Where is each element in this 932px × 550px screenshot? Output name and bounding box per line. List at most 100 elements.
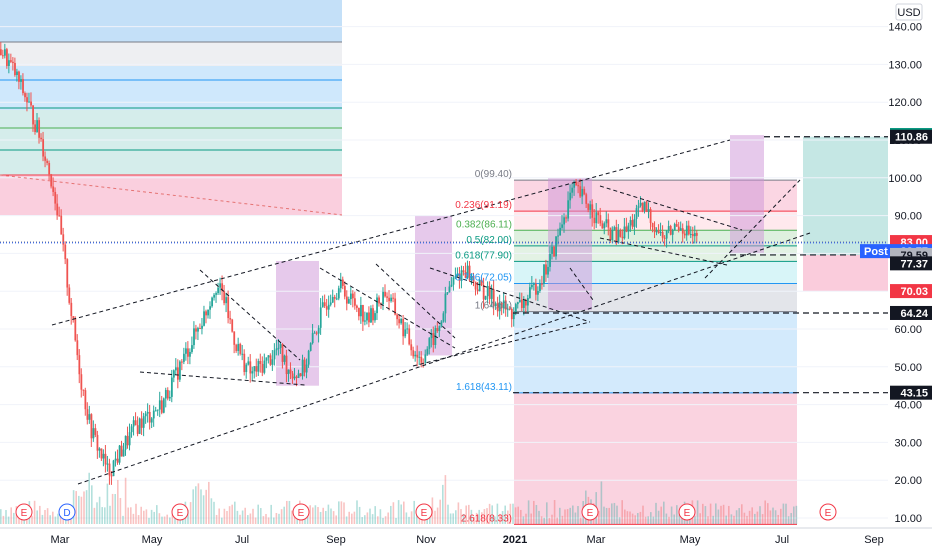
volume-bar [559, 507, 561, 524]
volume-bar [624, 509, 626, 524]
event-marker[interactable]: E [678, 503, 696, 521]
event-marker[interactable]: E [171, 503, 189, 521]
volume-bar [228, 506, 231, 524]
volume-bar [525, 513, 527, 524]
volume-bar [613, 502, 616, 524]
volume-bar [631, 513, 634, 524]
candle-body [408, 328, 411, 345]
candle-body [400, 318, 403, 324]
candle-body [410, 344, 413, 351]
candle-body [12, 61, 14, 63]
candle-body [488, 285, 491, 299]
candle-body [539, 283, 541, 292]
candle-body [269, 355, 272, 365]
volume-bar [270, 504, 272, 524]
candle-body [480, 279, 483, 286]
volume-bar [470, 509, 473, 524]
x-tick-label: May [680, 534, 701, 546]
price-axis[interactable]: 10.0020.0030.0040.0050.0060.0070.0080.00… [860, 0, 932, 528]
candle-body [691, 233, 694, 237]
event-marker[interactable]: E [415, 503, 433, 521]
candle-body [56, 203, 59, 216]
volume-bar [106, 483, 109, 524]
time-axis[interactable]: Mar May Jul Sep Nov 2021 Mar May Jul Sep [0, 527, 932, 546]
candle-body [533, 283, 535, 285]
candle-body [96, 434, 99, 451]
candle-body [24, 93, 26, 98]
volume-bar [330, 508, 332, 524]
candle-body [271, 359, 274, 365]
candle-body [6, 49, 8, 66]
volume-bar [475, 512, 478, 524]
candle-body [205, 311, 207, 316]
candle-body [402, 318, 405, 337]
volume-bar [283, 506, 285, 524]
candle-body [223, 291, 226, 304]
volume-bar [171, 510, 174, 524]
volume-bar [395, 517, 397, 524]
candle-body [261, 363, 264, 373]
volume-bar [135, 503, 137, 524]
candle-body [587, 203, 590, 210]
event-marker[interactable]: E [581, 503, 599, 521]
volume-bar [756, 511, 759, 524]
candle-body [374, 313, 376, 321]
volume-bar [338, 501, 340, 524]
volume-bar [218, 508, 220, 524]
volume-bar [579, 517, 582, 524]
candle-body [335, 298, 338, 300]
event-marker[interactable]: E [819, 503, 837, 521]
volume-bar [387, 512, 389, 524]
volume-bar [309, 505, 311, 524]
candle-body [8, 60, 10, 66]
volume-bar [31, 515, 33, 524]
candle-body [331, 296, 334, 303]
volume-bar [91, 485, 93, 524]
candle-body [456, 273, 459, 277]
candle-body [187, 348, 189, 357]
candle-body [160, 400, 163, 413]
volume-bar [735, 510, 738, 524]
candle-body [591, 204, 594, 218]
volume-bar [239, 514, 241, 524]
candle-body [191, 345, 193, 352]
candle-body [315, 332, 318, 334]
volume-bar [392, 502, 395, 524]
candle-body [90, 414, 93, 439]
volume-bar [436, 507, 439, 524]
candle-body [537, 291, 539, 295]
candle-body [203, 311, 205, 326]
volume-bar [486, 508, 488, 524]
candle-body [193, 328, 195, 346]
candle-body [2, 55, 4, 57]
x-tick-label: Sep [326, 534, 346, 546]
volume-bar [494, 516, 496, 524]
event-marker[interactable]: E [292, 503, 310, 521]
volume-bar [312, 507, 314, 524]
candle-body [522, 299, 525, 308]
volume-bar [556, 517, 558, 524]
candle-body [629, 220, 632, 226]
candle-body [416, 354, 419, 358]
candle-body [617, 230, 620, 243]
volume-bar [655, 502, 657, 524]
x-tick-label: Mar [587, 534, 606, 546]
event-letter: E [21, 508, 28, 519]
candle-body [44, 156, 47, 161]
volume-bar [319, 511, 322, 524]
volume-bar [715, 503, 717, 524]
candle-body [273, 350, 276, 360]
volume-bar [314, 505, 317, 524]
candle-body [82, 389, 85, 391]
event-marker[interactable]: E [15, 503, 33, 521]
volume-bar [455, 510, 457, 524]
candle-body [303, 359, 306, 373]
candle-body [352, 293, 354, 299]
currency-box[interactable] [895, 3, 923, 21]
candle-body [518, 299, 521, 303]
event-marker[interactable]: D [58, 503, 76, 521]
volume-bar [75, 491, 77, 524]
candle-body [213, 294, 216, 298]
